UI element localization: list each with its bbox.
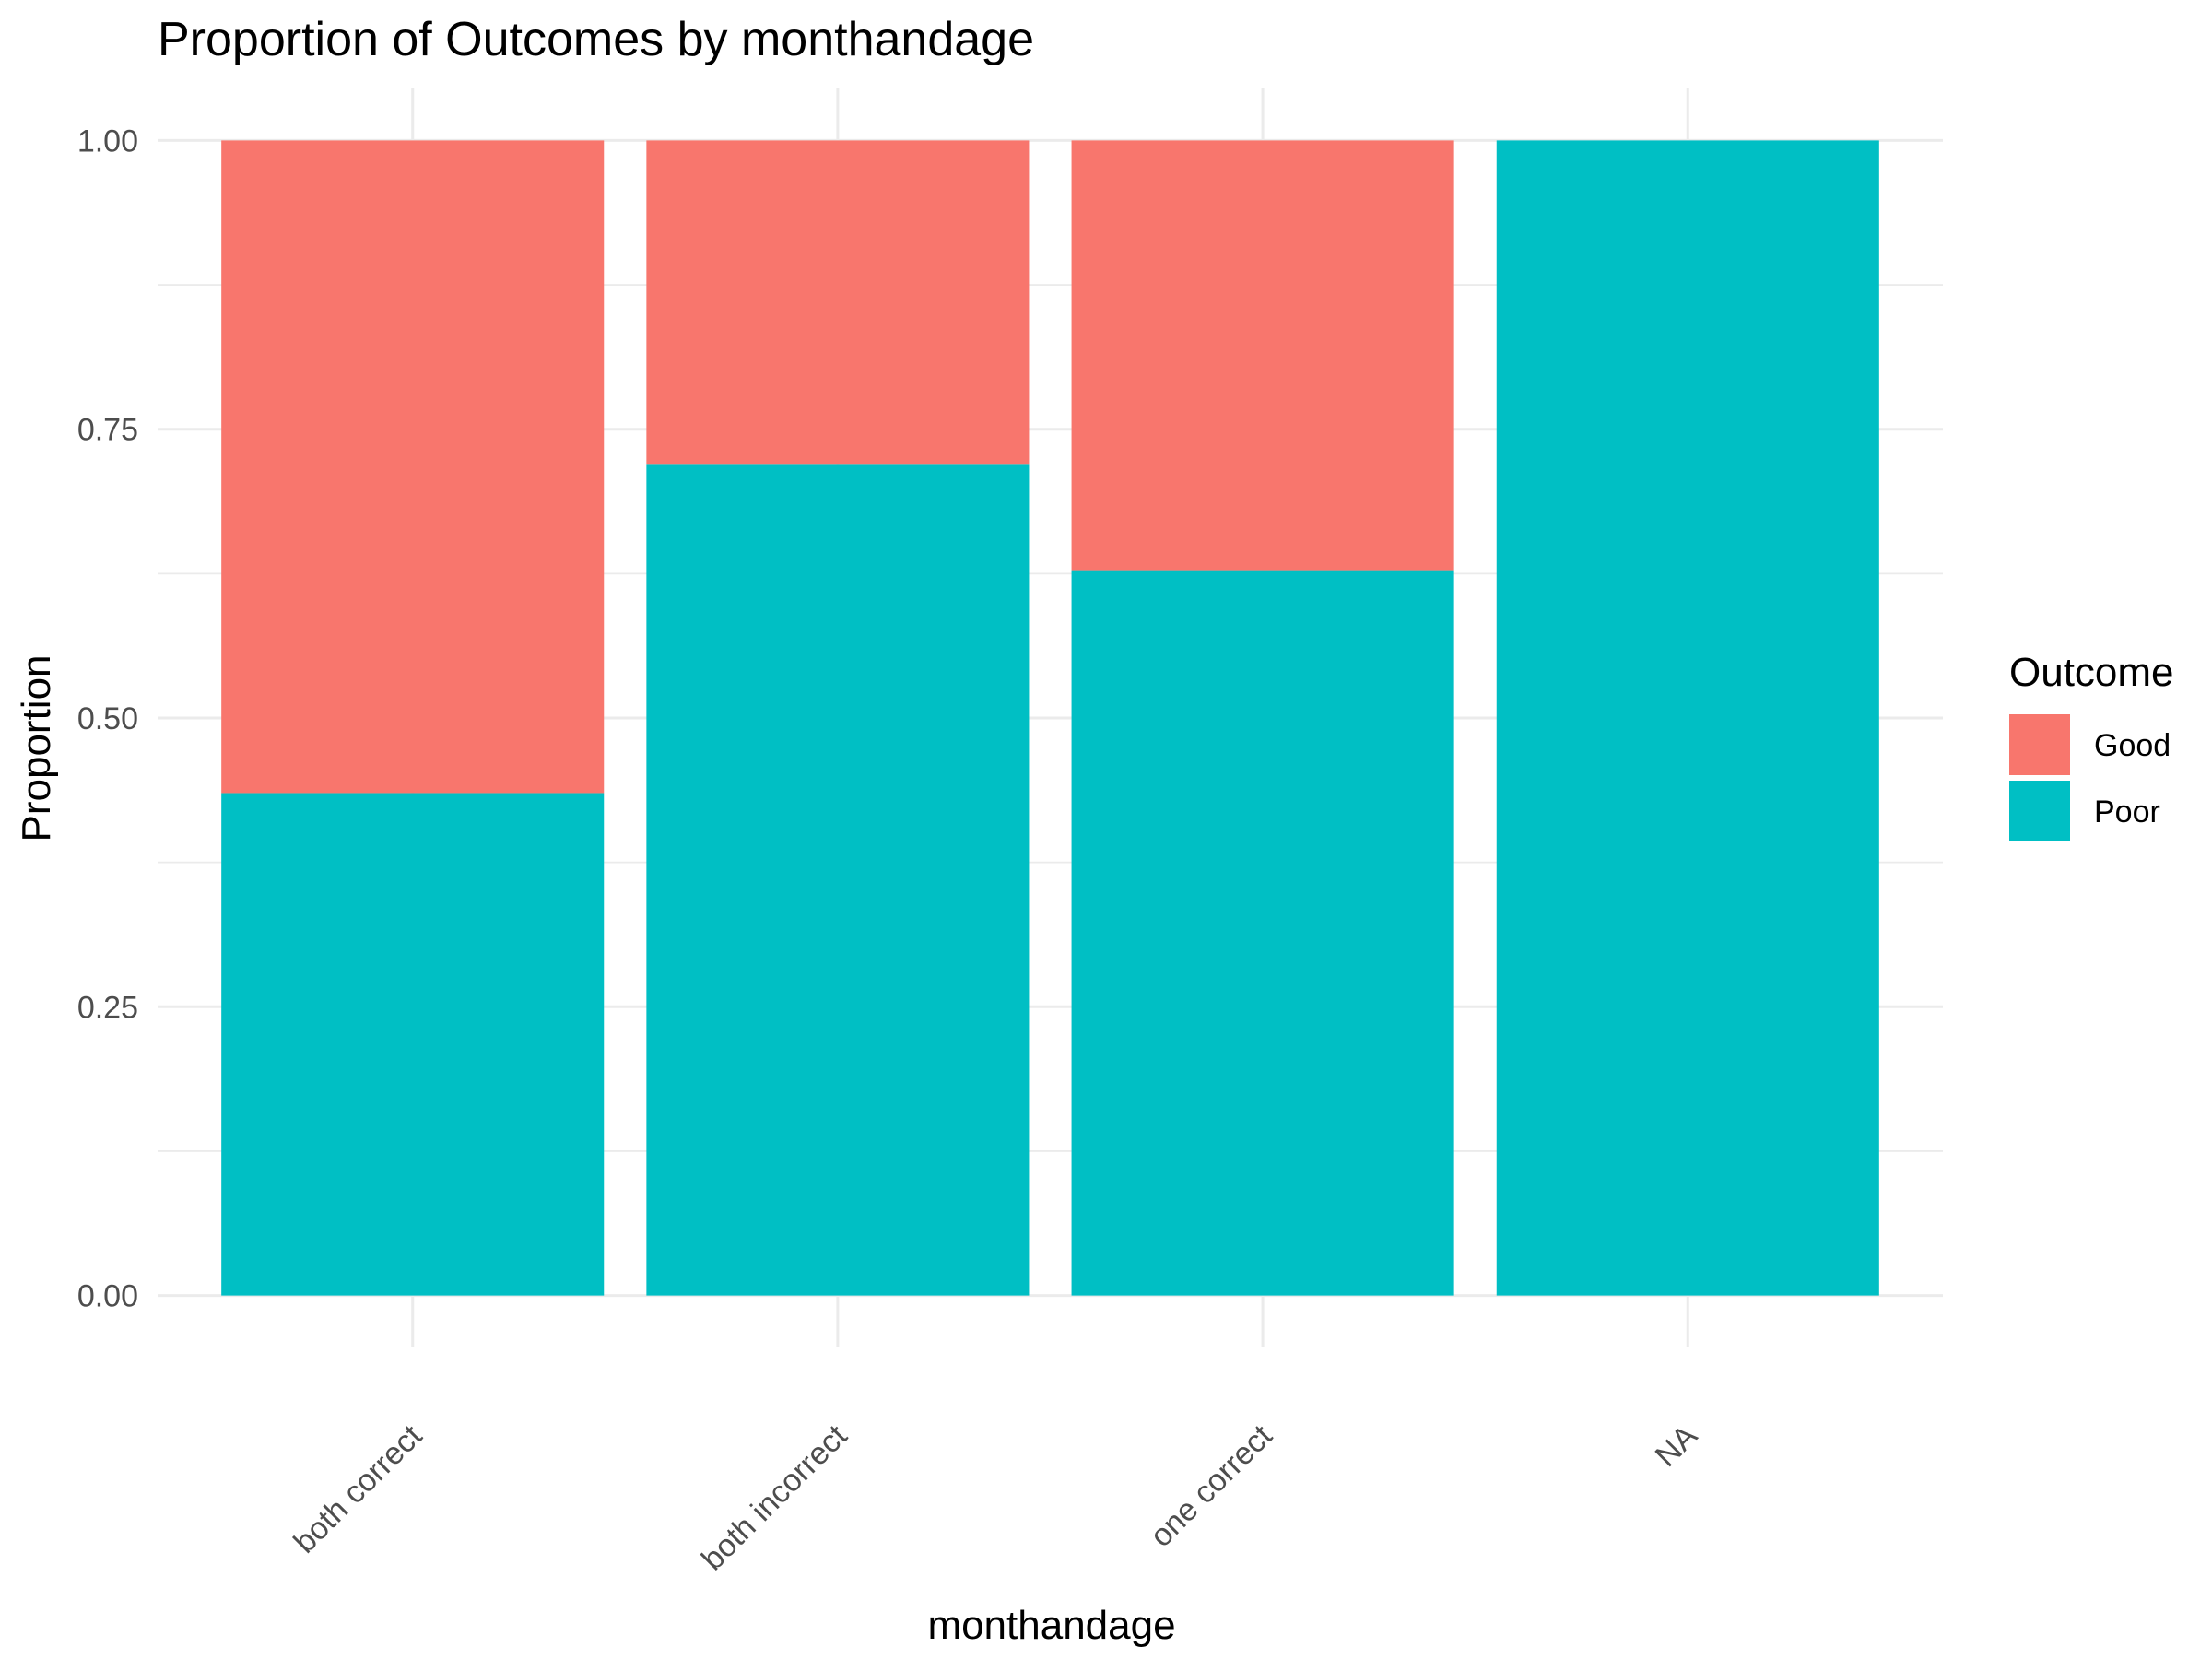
y-tick-label: 1.00: [77, 124, 138, 159]
y-tick-label: 0.25: [77, 990, 138, 1025]
y-tick-label: 0.00: [77, 1279, 138, 1314]
legend-label-poor: Poor: [2094, 794, 2160, 830]
legend-key-poor: [2009, 781, 2070, 841]
legend-title: Outcome: [2009, 650, 2174, 695]
bar-good: [1071, 140, 1454, 571]
x-tick-label: NA: [1649, 1418, 1704, 1474]
bar-good: [646, 140, 1030, 465]
bar-poor: [646, 464, 1030, 1296]
x-tick-label: both correct: [288, 1418, 429, 1559]
y-tick-label: 0.75: [77, 413, 138, 448]
bars: [221, 140, 1879, 1296]
legend-label-good: Good: [2094, 728, 2171, 763]
x-tick-label: both incorrect: [695, 1418, 854, 1577]
legend: Outcome Good Poor: [2009, 650, 2174, 841]
x-axis-title: monthandage: [927, 1603, 1175, 1648]
y-axis-ticks: 0.00 0.25 0.50 0.75 1.00: [77, 124, 138, 1313]
bar-poor: [1496, 140, 1879, 1296]
bar-poor: [221, 793, 605, 1296]
bar-good: [221, 140, 605, 794]
y-tick-label: 0.50: [77, 701, 138, 736]
x-tick-label: one correct: [1144, 1418, 1280, 1554]
chart-title: Proportion of Outcomes by monthandage: [158, 13, 1034, 66]
bar-poor: [1071, 570, 1454, 1296]
y-axis-title: Proportion: [14, 654, 59, 841]
x-axis-ticks: both correct both incorrect one correct NA: [288, 1418, 1705, 1577]
legend-key-good: [2009, 714, 2070, 775]
